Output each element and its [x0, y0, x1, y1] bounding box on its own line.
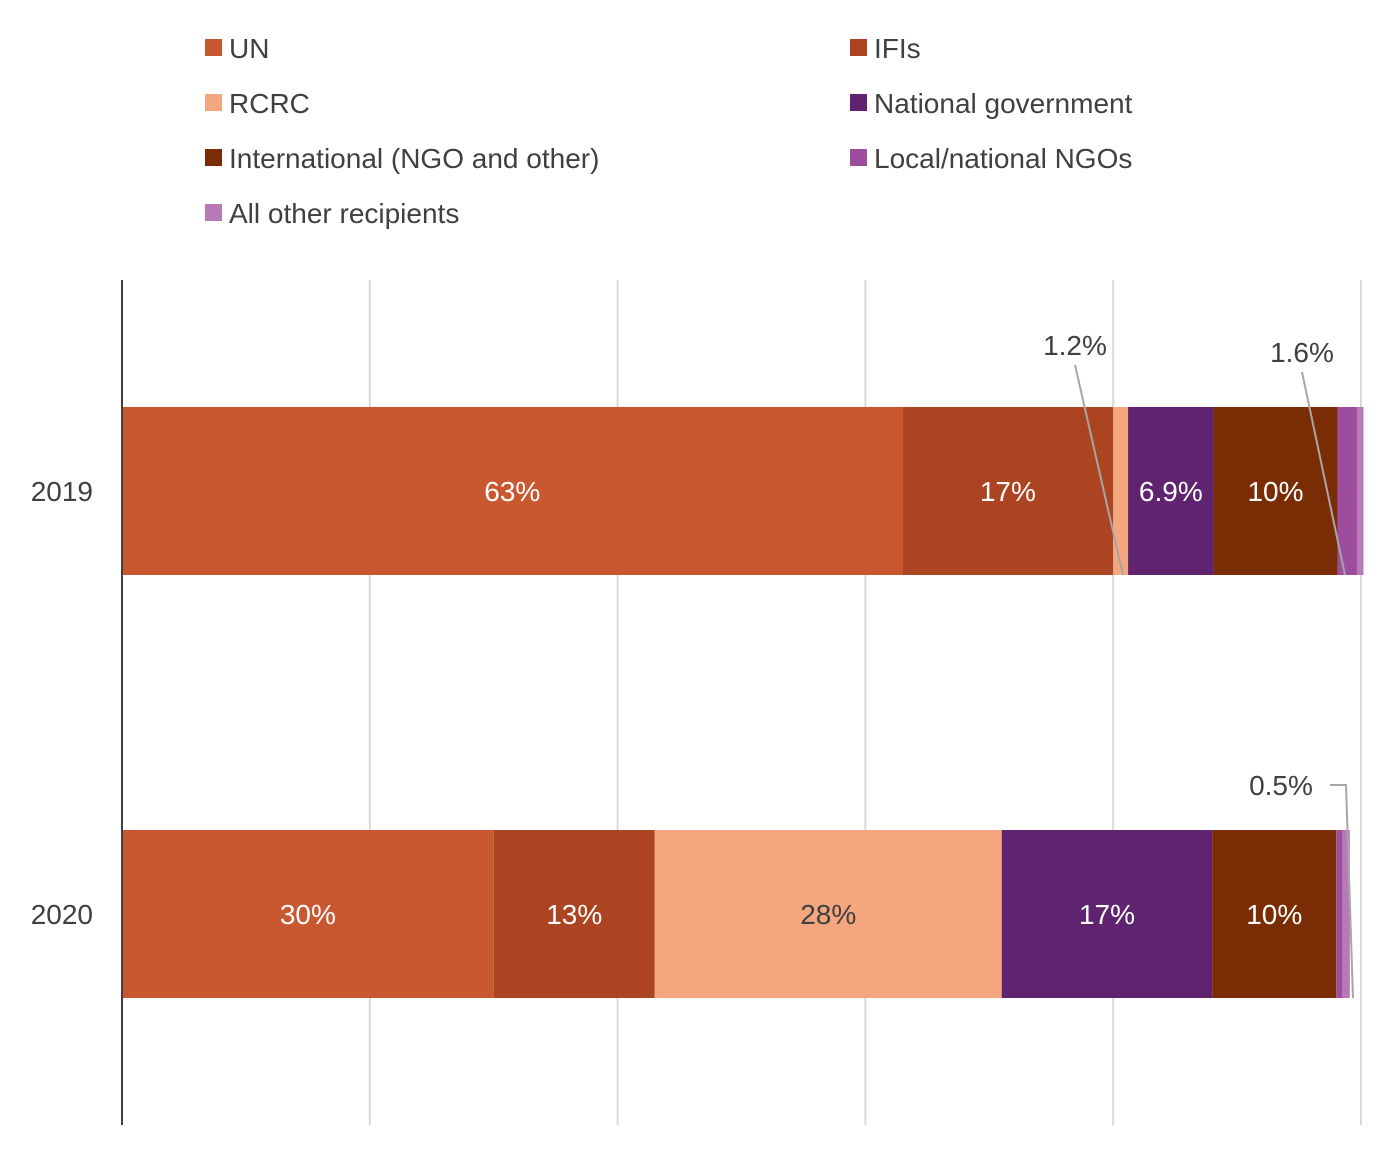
legend-label: UN: [229, 33, 269, 64]
bar-segment: [654, 830, 1002, 998]
segment-label: 63%: [484, 476, 540, 507]
category-label: 2019: [31, 476, 93, 507]
bar-segment: [493, 830, 655, 998]
bar-segment: [1001, 830, 1213, 998]
legend-swatch: [850, 39, 867, 56]
callout-label: 1.2%: [1043, 330, 1107, 361]
legend-swatch: [850, 149, 867, 166]
bar-segment: [1337, 407, 1358, 575]
legend-swatch: [850, 94, 867, 111]
segment-label: 10%: [1247, 476, 1303, 507]
legend-swatch: [205, 204, 222, 221]
segment-label: 13%: [546, 899, 602, 930]
callout-line: [1301, 371, 1346, 576]
bar-segment: [1212, 830, 1337, 998]
segment-label: 30%: [280, 899, 336, 930]
bar-segment: [122, 830, 494, 998]
callout-line: [1074, 364, 1124, 576]
callout-line: [1330, 784, 1354, 999]
segment-label: 17%: [1079, 899, 1135, 930]
legend-label: All other recipients: [229, 198, 459, 229]
legend-label: RCRC: [229, 88, 310, 119]
legend-swatch: [205, 149, 222, 166]
legend-swatch: [205, 94, 222, 111]
category-label: 2020: [31, 899, 93, 930]
legend-label: National government: [874, 88, 1133, 119]
bar-segment: [1128, 407, 1214, 575]
bar-segment: [1113, 407, 1129, 575]
legend-label: IFIs: [874, 33, 921, 64]
segment-label: 10%: [1246, 899, 1302, 930]
bar-segment: [902, 407, 1114, 575]
bar-segment: [1336, 830, 1343, 998]
segment-label: 6.9%: [1139, 476, 1203, 507]
bar-segment: [1213, 407, 1338, 575]
legend-label: Local/national NGOs: [874, 143, 1132, 174]
callout-label: 1.6%: [1270, 337, 1334, 368]
bar-segment: [122, 407, 903, 575]
segment-label: 28%: [800, 899, 856, 930]
bar-segment: [1342, 830, 1350, 998]
callout-label: 0.5%: [1249, 770, 1313, 801]
legend-swatch: [205, 39, 222, 56]
segment-label: 17%: [980, 476, 1036, 507]
bar-segment: [1357, 407, 1364, 575]
legend-label: International (NGO and other): [229, 143, 599, 174]
